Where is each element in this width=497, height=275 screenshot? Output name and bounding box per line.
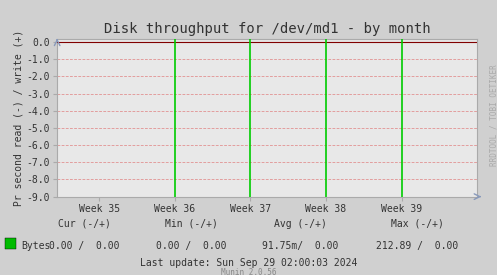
Text: Cur (-/+): Cur (-/+) (58, 219, 111, 229)
Text: Avg (-/+): Avg (-/+) (274, 219, 327, 229)
Text: Max (-/+): Max (-/+) (391, 219, 444, 229)
Text: 0.00 /  0.00: 0.00 / 0.00 (49, 241, 120, 251)
Text: 0.00 /  0.00: 0.00 / 0.00 (156, 241, 227, 251)
Text: 212.89 /  0.00: 212.89 / 0.00 (376, 241, 459, 251)
Text: Munin 2.0.56: Munin 2.0.56 (221, 268, 276, 275)
Text: 91.75m/  0.00: 91.75m/ 0.00 (262, 241, 339, 251)
Text: Bytes: Bytes (21, 241, 50, 251)
Text: RRDTOOL / TOBI OETIKER: RRDTOOL / TOBI OETIKER (489, 65, 497, 166)
Text: Min (-/+): Min (-/+) (165, 219, 218, 229)
Text: Last update: Sun Sep 29 02:00:03 2024: Last update: Sun Sep 29 02:00:03 2024 (140, 258, 357, 268)
Y-axis label: Pr second read (-) / write (+): Pr second read (-) / write (+) (14, 29, 24, 206)
Title: Disk throughput for /dev/md1 - by month: Disk throughput for /dev/md1 - by month (104, 22, 430, 36)
